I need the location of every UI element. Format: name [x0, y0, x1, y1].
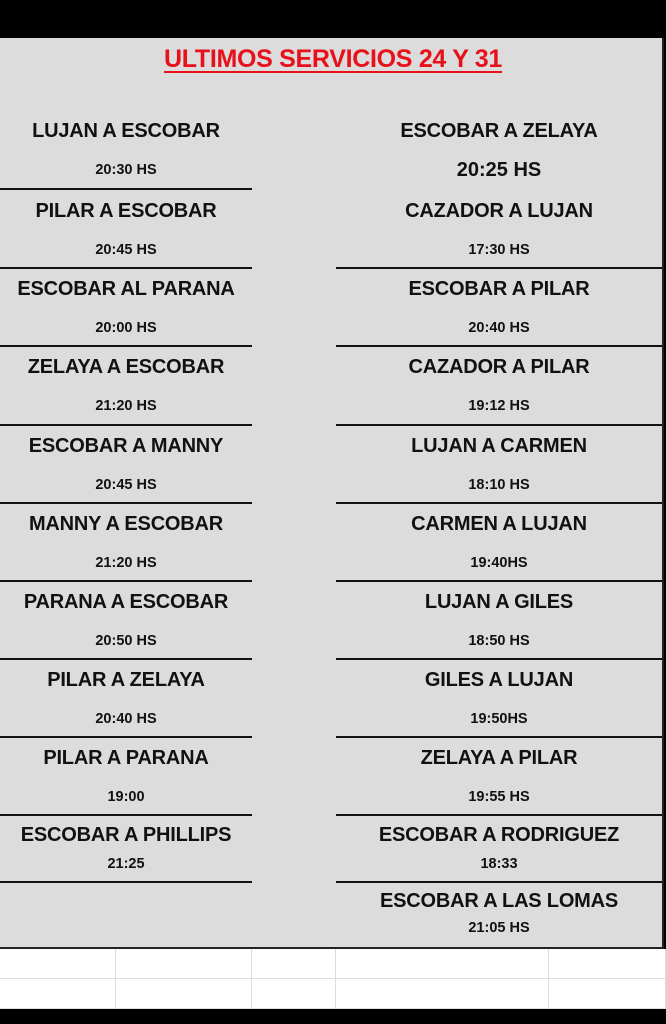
- route-name: ZELAYA A ESCOBAR: [27, 356, 225, 378]
- route-name: PILAR A PARANA: [43, 747, 209, 769]
- departure-time: 20:00 HS: [95, 320, 157, 336]
- schedule-entry: ESCOBAR AL PARANA 20:00 HS: [0, 269, 252, 347]
- route-name: ESCOBAR A MANNY: [28, 435, 224, 457]
- schedule-entry: ESCOBAR A RODRIGUEZ 18:33: [336, 816, 662, 883]
- schedule-entry: ZELAYA A PILAR 19:55 HS: [336, 738, 662, 816]
- schedule-entry: GILES A LUJAN 19:50HS: [336, 660, 662, 738]
- schedule-entry: PILAR A ZELAYA 20:40 HS: [0, 660, 252, 738]
- route-name: PARANA A ESCOBAR: [23, 591, 229, 613]
- schedule-entry: ESCOBAR A ZELAYA 20:25 HS: [336, 115, 662, 190]
- departure-time: 21:20 HS: [95, 398, 157, 414]
- schedule-entry: MANNY A ESCOBAR 21:20 HS: [0, 504, 252, 582]
- schedule-entry: ESCOBAR A LAS LOMAS 21:05 HS: [336, 883, 662, 948]
- spreadsheet-cell[interactable]: [549, 949, 666, 979]
- departure-time: 20:45 HS: [95, 242, 157, 258]
- schedule-entry: CAZADOR A LUJAN 17:30 HS: [336, 190, 662, 269]
- departure-time: 20:30 HS: [95, 162, 157, 178]
- departure-time: 20:45 HS: [95, 477, 157, 493]
- schedule-entry: CARMEN A LUJAN 19:40HS: [336, 504, 662, 582]
- schedule-entry: ESCOBAR A PILAR 20:40 HS: [336, 269, 662, 347]
- departure-time: 21:05 HS: [468, 920, 530, 936]
- route-name: PILAR A ESCOBAR: [35, 200, 217, 222]
- route-name: PILAR A ZELAYA: [47, 669, 205, 691]
- spreadsheet-cell[interactable]: [252, 979, 336, 1009]
- departure-time: 18:50 HS: [468, 633, 530, 649]
- schedule-entry: ZELAYA A ESCOBAR 21:20 HS: [0, 347, 252, 426]
- departure-time: 19:12 HS: [468, 398, 530, 414]
- schedule-entry: ESCOBAR A PHILLIPS 21:25: [0, 816, 252, 883]
- schedule-entry: LUJAN A GILES 18:50 HS: [336, 582, 662, 660]
- route-name: ESCOBAR A PILAR: [408, 278, 590, 300]
- route-name: ESCOBAR A LAS LOMAS: [379, 890, 619, 912]
- spreadsheet-cell[interactable]: [252, 949, 336, 979]
- schedule-entry: CAZADOR A PILAR 19:12 HS: [336, 347, 662, 426]
- departure-time: 20:40 HS: [468, 320, 530, 336]
- departure-time: 20:50 HS: [95, 633, 157, 649]
- schedule-entry: PILAR A PARANA 19:00: [0, 738, 252, 816]
- route-name: ZELAYA A PILAR: [420, 747, 578, 769]
- schedule-entry: PILAR A ESCOBAR 20:45 HS: [0, 190, 252, 269]
- route-name: CAZADOR A PILAR: [408, 356, 590, 378]
- schedule-entry: PARANA A ESCOBAR 20:50 HS: [0, 582, 252, 660]
- departure-time: 19:40HS: [470, 555, 528, 571]
- route-name: CAZADOR A LUJAN: [405, 200, 593, 222]
- departure-time: 19:55 HS: [468, 789, 530, 805]
- departure-time: 18:33: [480, 856, 518, 872]
- route-name: MANNY A ESCOBAR: [28, 513, 224, 535]
- spreadsheet-cell[interactable]: [0, 979, 116, 1009]
- empty-spreadsheet-grid: [0, 949, 666, 1009]
- schedule-entry: ESCOBAR A MANNY 20:45 HS: [0, 426, 252, 504]
- spreadsheet-cell[interactable]: [116, 979, 252, 1009]
- departure-time: 18:10 HS: [468, 477, 530, 493]
- route-name: ESCOBAR AL PARANA: [17, 278, 235, 300]
- route-name: CARMEN A LUJAN: [411, 513, 587, 535]
- spreadsheet-cell[interactable]: [116, 949, 252, 979]
- schedule-entry: LUJAN A ESCOBAR 20:30 HS: [0, 115, 252, 190]
- spreadsheet-cell[interactable]: [336, 949, 549, 979]
- spreadsheet-cell[interactable]: [549, 979, 666, 1009]
- route-name: ESCOBAR A PHILLIPS: [20, 824, 232, 846]
- route-name: LUJAN A CARMEN: [411, 435, 587, 457]
- spreadsheet-cell[interactable]: [0, 949, 116, 979]
- route-name: ESCOBAR A RODRIGUEZ: [378, 824, 620, 846]
- page-title: ULTIMOS SERVICIOS 24 Y 31: [164, 45, 502, 73]
- departure-time: 19:00: [107, 789, 145, 805]
- departure-time: 21:20 HS: [95, 555, 157, 571]
- departure-time: 21:25: [107, 856, 145, 872]
- route-name: GILES A LUJAN: [424, 669, 574, 691]
- departure-time: 17:30 HS: [468, 242, 530, 258]
- schedule-entry: LUJAN A CARMEN 18:10 HS: [336, 426, 662, 504]
- departure-time: 20:25 HS: [456, 159, 542, 181]
- route-name: LUJAN A ESCOBAR: [32, 120, 220, 142]
- route-name: LUJAN A GILES: [424, 591, 574, 613]
- spreadsheet-cell[interactable]: [336, 979, 549, 1009]
- route-name: ESCOBAR A ZELAYA: [400, 120, 598, 142]
- departure-time: 19:50HS: [470, 711, 528, 727]
- departure-time: 20:40 HS: [95, 711, 157, 727]
